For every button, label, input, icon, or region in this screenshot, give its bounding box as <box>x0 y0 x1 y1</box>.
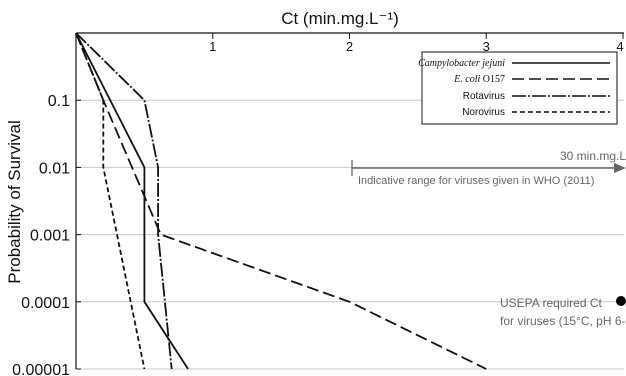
x-tick-label: 2 <box>346 39 353 54</box>
legend-label-ecoli-plain: O157 <box>480 74 505 85</box>
usepa-marker <box>616 296 626 306</box>
y-tick-label: 0.001 <box>30 228 70 245</box>
legend-label-norovirus: Norovirus <box>462 107 505 118</box>
who-range-sublabel: Indicative range for viruses given in WH… <box>358 175 594 187</box>
x-tick-label: 4 <box>616 39 623 54</box>
series-line-long-dash <box>75 32 487 370</box>
usepa-label-line2: for viruses (15°C, pH 6-9) <box>500 314 626 328</box>
y-tick-labels: 0.1 0.01 0.001 0.0001 0.00001 <box>12 93 70 376</box>
legend-label-campylobacter: Campylobacter jejuni <box>418 58 505 69</box>
x-tick-label: 1 <box>209 39 216 54</box>
y-axis-title: Probability of Survival <box>5 120 24 283</box>
legend-label-ecoli: E. coli O157 <box>453 74 505 85</box>
usepa-label-line1: USEPA required Ct <box>500 296 602 310</box>
legend: Campylobacter jejuni E. coli O157 Rotavi… <box>418 51 618 125</box>
who-range-arrowhead <box>614 163 626 173</box>
who-range-annotation: 30 min.mg.L⁻¹ Indicative range for virus… <box>351 149 626 187</box>
series-line-dash-dot <box>75 32 173 370</box>
series-line-short-dash <box>75 32 146 370</box>
y-tick-label: 0.1 <box>48 93 70 110</box>
y-tick-label: 0.00001 <box>12 362 70 376</box>
series-layer <box>75 32 487 370</box>
x-tick-label: 3 <box>483 39 490 54</box>
axes <box>75 32 624 370</box>
series-line-solid <box>75 32 189 370</box>
legend-label-rotavirus: Rotavirus <box>463 91 505 102</box>
who-range-label: 30 min.mg.L⁻¹ <box>560 149 626 163</box>
y-tick-label: 0.0001 <box>21 295 70 312</box>
usepa-annotation: USEPA required Ct for viruses (15°C, pH … <box>500 296 626 328</box>
x-axis-title: Ct (min.mg.L⁻¹) <box>281 9 399 28</box>
legend-label-ecoli-italic: E. coli <box>453 74 480 85</box>
y-tick-label: 0.01 <box>39 160 70 177</box>
x-tick-labels: 1 2 3 4 <box>209 39 623 54</box>
